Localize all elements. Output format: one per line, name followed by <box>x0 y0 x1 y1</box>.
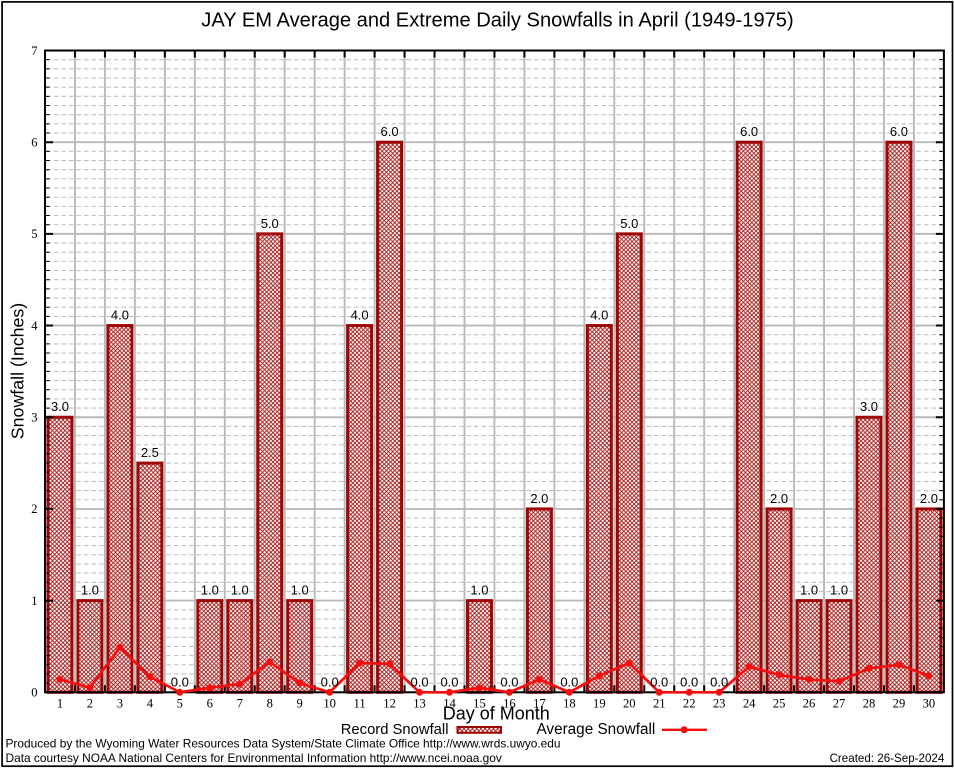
svg-text:Day of Month: Day of Month <box>443 704 550 724</box>
svg-text:1: 1 <box>57 697 63 711</box>
svg-text:2.5: 2.5 <box>141 445 159 460</box>
svg-text:1.0: 1.0 <box>470 583 488 598</box>
svg-text:2.0: 2.0 <box>920 491 938 506</box>
svg-text:2: 2 <box>87 697 93 711</box>
svg-text:Snowfall (Inches): Snowfall (Inches) <box>8 303 28 439</box>
svg-text:1.0: 1.0 <box>201 583 219 598</box>
svg-text:12: 12 <box>383 697 396 711</box>
svg-text:1.0: 1.0 <box>231 583 249 598</box>
svg-text:0.0: 0.0 <box>440 674 458 689</box>
svg-text:24: 24 <box>743 697 756 711</box>
svg-text:5: 5 <box>177 697 183 711</box>
svg-text:6: 6 <box>207 697 213 711</box>
svg-text:3.0: 3.0 <box>51 399 69 414</box>
svg-text:0.0: 0.0 <box>710 674 728 689</box>
svg-text:0: 0 <box>31 686 37 700</box>
svg-text:27: 27 <box>833 697 846 711</box>
svg-text:6.0: 6.0 <box>740 124 758 139</box>
svg-text:13: 13 <box>413 697 426 711</box>
svg-text:22: 22 <box>683 697 696 711</box>
svg-text:1.0: 1.0 <box>830 583 848 598</box>
svg-text:30: 30 <box>923 697 936 711</box>
svg-text:Average Snowfall: Average Snowfall <box>537 721 656 738</box>
svg-text:0.0: 0.0 <box>171 674 189 689</box>
svg-text:11: 11 <box>354 697 366 711</box>
svg-text:Produced by the Wyoming Water: Produced by the Wyoming Water Resources … <box>6 737 561 751</box>
svg-text:29: 29 <box>893 697 906 711</box>
svg-text:15: 15 <box>473 697 486 711</box>
svg-text:21: 21 <box>653 697 666 711</box>
svg-text:3: 3 <box>117 697 123 711</box>
svg-text:0.0: 0.0 <box>560 674 578 689</box>
svg-text:10: 10 <box>323 697 336 711</box>
svg-text:3.0: 3.0 <box>860 399 878 414</box>
svg-text:2: 2 <box>31 502 37 516</box>
svg-text:8: 8 <box>267 697 273 711</box>
svg-text:1.0: 1.0 <box>81 583 99 598</box>
svg-text:0.0: 0.0 <box>500 674 518 689</box>
svg-text:17: 17 <box>533 697 546 711</box>
svg-text:3: 3 <box>31 411 37 425</box>
svg-text:0.0: 0.0 <box>321 674 339 689</box>
svg-text:16: 16 <box>503 697 516 711</box>
svg-text:4.0: 4.0 <box>351 308 369 323</box>
svg-text:7: 7 <box>31 44 37 58</box>
svg-text:5: 5 <box>31 227 37 241</box>
svg-text:25: 25 <box>773 697 786 711</box>
svg-text:19: 19 <box>593 697 606 711</box>
svg-text:Record Snowfall: Record Snowfall <box>341 722 449 738</box>
svg-text:5.0: 5.0 <box>620 216 638 231</box>
svg-text:0.0: 0.0 <box>650 674 668 689</box>
svg-text:6.0: 6.0 <box>381 124 399 139</box>
svg-text:6.0: 6.0 <box>890 124 908 139</box>
svg-text:Data courtesy NOAA National Ce: Data courtesy NOAA National Centers for … <box>6 751 502 765</box>
svg-text:2.0: 2.0 <box>770 491 788 506</box>
svg-text:0.0: 0.0 <box>680 674 698 689</box>
svg-text:0.0: 0.0 <box>411 674 429 689</box>
svg-text:5.0: 5.0 <box>261 216 279 231</box>
svg-text:4.0: 4.0 <box>111 308 129 323</box>
svg-text:2.0: 2.0 <box>530 491 548 506</box>
svg-text:7: 7 <box>237 697 243 711</box>
svg-text:4: 4 <box>147 697 154 711</box>
svg-text:20: 20 <box>623 697 636 711</box>
svg-text:28: 28 <box>863 697 876 711</box>
svg-text:18: 18 <box>563 697 576 711</box>
svg-text:4: 4 <box>31 319 38 333</box>
svg-text:9: 9 <box>297 697 303 711</box>
svg-text:26: 26 <box>803 697 816 711</box>
svg-text:23: 23 <box>713 697 726 711</box>
svg-text:6: 6 <box>31 135 37 149</box>
svg-text:4.0: 4.0 <box>590 308 608 323</box>
svg-text:1.0: 1.0 <box>291 583 309 598</box>
svg-text:1: 1 <box>31 594 37 608</box>
svg-text:1.0: 1.0 <box>800 583 818 598</box>
svg-text:Created: 26-Sep-2024: Created: 26-Sep-2024 <box>830 752 945 765</box>
svg-text:JAY EM Average and Extreme Dai: JAY EM Average and Extreme Daily Snowfal… <box>201 10 793 32</box>
svg-text:14: 14 <box>443 697 456 711</box>
